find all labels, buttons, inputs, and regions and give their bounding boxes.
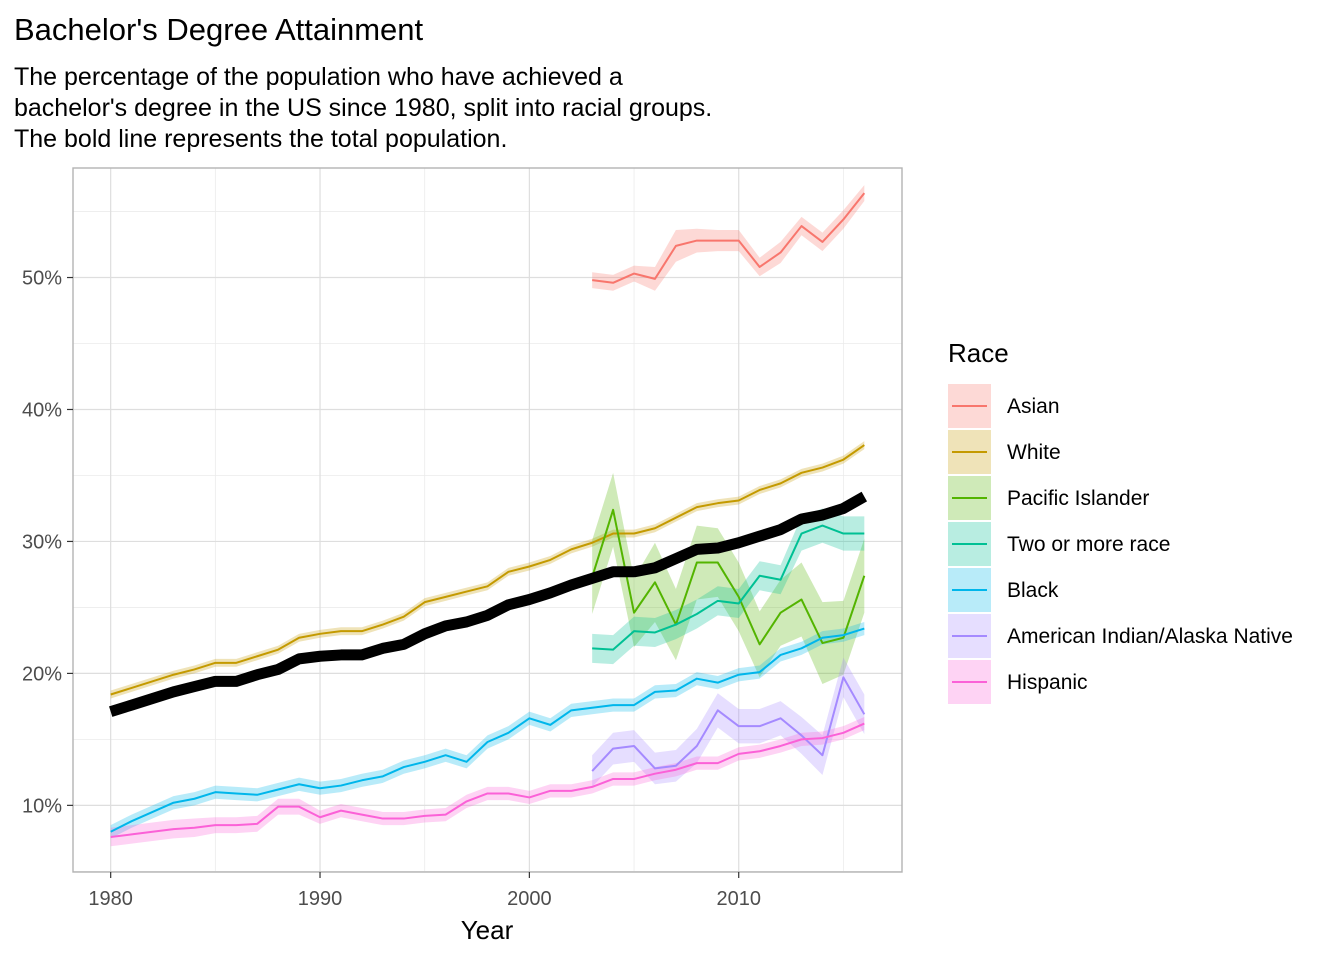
y-tick-label: 40%: [22, 399, 62, 421]
plot-area: 1980 1990 2000 2010 10% 20% 30% 40% 50%: [22, 167, 903, 910]
legend-label-asian: Asian: [1007, 395, 1060, 418]
series-line-total-population: [109, 491, 868, 717]
series-lines: [109, 192, 868, 839]
series-line-american-indian-alaska-native: [591, 676, 866, 772]
x-axis-label: Year: [461, 915, 514, 945]
legend-label-american-indian-alaska-native: American Indian/Alaska Native: [1007, 625, 1293, 648]
ribbon-white: [110, 441, 865, 699]
series-line-pacific-islander: [591, 508, 866, 646]
chart-subtitle-line-1: The percentage of the population who hav…: [14, 63, 623, 91]
x-tick-label: 2010: [716, 888, 761, 910]
confidence-ribbons: [110, 185, 865, 847]
series-line-two-or-more-race: [592, 524, 865, 651]
x-tick-label: 2000: [507, 888, 552, 910]
chart-subtitle-line-2: bachelor's degree in the US since 1980, …: [14, 94, 712, 122]
y-tick-label: 10%: [22, 795, 62, 817]
series-line-asian: [592, 192, 866, 284]
legend: Race Asian White Pacific Islander Two or mo…: [948, 338, 1293, 704]
x-tick-label: 1990: [298, 888, 343, 910]
legend-label-white: White: [1007, 441, 1061, 464]
legend-label-hispanic: Hispanic: [1007, 671, 1088, 694]
y-tick-label: 20%: [22, 663, 62, 685]
ribbon-american-indian-alaska-native: [592, 657, 865, 787]
legend-label-black: Black: [1007, 579, 1059, 602]
y-tick-label: 30%: [22, 531, 62, 553]
y-axis-ticks: 10% 20% 30% 40% 50%: [22, 268, 73, 817]
legend-label-two-or-more-race: Two or more race: [1007, 533, 1170, 556]
series-line-black: [110, 627, 865, 833]
x-axis-ticks: 1980 1990 2000 2010: [88, 872, 761, 910]
ribbon-asian: [592, 185, 865, 291]
series-line-white: [110, 444, 865, 696]
legend-keys: Asian White Pacific Islander Two or more ra…: [948, 384, 1293, 704]
series-line-hispanic: [110, 722, 865, 839]
grid-lines: [73, 168, 902, 872]
x-tick-label: 1980: [88, 888, 133, 910]
plot-border: [72, 167, 903, 873]
legend-title: Race: [948, 338, 1009, 368]
ribbon-hispanic: [110, 716, 865, 847]
chart-subtitle-line-3: The bold line represents the total popul…: [14, 125, 507, 153]
legend-label-pacific-islander: Pacific Islander: [1007, 487, 1149, 510]
chart-title: Bachelor's Degree Attainment: [14, 12, 424, 47]
y-tick-label: 50%: [22, 268, 62, 290]
